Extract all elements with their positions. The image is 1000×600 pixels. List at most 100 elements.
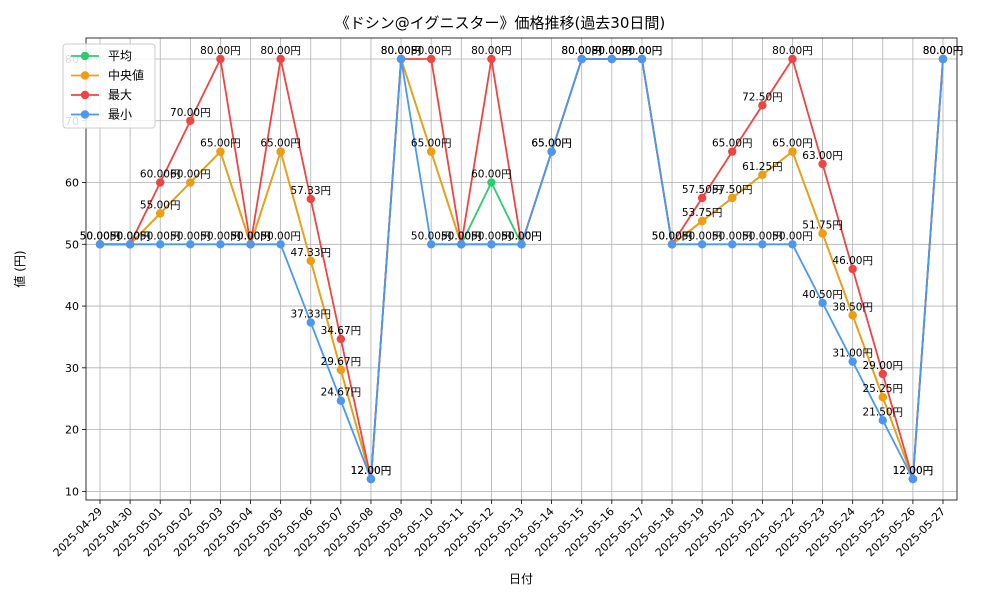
data-label: 50.00円 bbox=[682, 230, 723, 242]
data-point bbox=[697, 216, 707, 226]
data-point bbox=[125, 240, 135, 249]
data-point bbox=[306, 194, 315, 204]
data-label: 60.00円 bbox=[170, 169, 211, 181]
data-label: 50.00円 bbox=[110, 230, 151, 242]
data-point bbox=[246, 240, 255, 249]
data-label: 65.00円 bbox=[772, 138, 813, 150]
data-label: 50.00円 bbox=[110, 230, 151, 242]
data-point bbox=[818, 229, 827, 238]
data-label: 50.00円 bbox=[772, 230, 813, 242]
data-label: 65.00円 bbox=[260, 138, 301, 150]
data-point bbox=[788, 240, 797, 249]
data-label: 80.00円 bbox=[471, 45, 512, 57]
data-point bbox=[878, 392, 887, 402]
data-label: 46.00円 bbox=[832, 255, 873, 267]
data-label: 53.75円 bbox=[682, 207, 723, 219]
legend-marker bbox=[80, 110, 90, 119]
data-label: 80.00円 bbox=[381, 45, 422, 57]
data-label: 50.00円 bbox=[80, 230, 121, 242]
y-tick-label: 50 bbox=[65, 238, 79, 251]
data-label: 80.00円 bbox=[260, 45, 301, 57]
data-point bbox=[487, 240, 496, 249]
data-label: 80.00円 bbox=[622, 45, 663, 57]
data-point bbox=[607, 54, 617, 64]
data-label: 50.00円 bbox=[742, 230, 783, 242]
data-point bbox=[547, 147, 556, 156]
data-point bbox=[728, 147, 737, 156]
data-point bbox=[728, 240, 737, 249]
data-label: 47.33円 bbox=[290, 247, 331, 259]
data-point bbox=[848, 311, 857, 320]
data-label: 80.00円 bbox=[772, 45, 813, 57]
data-label: 50.00円 bbox=[652, 230, 693, 242]
data-label: 50.00円 bbox=[652, 230, 693, 242]
data-label: 50.00円 bbox=[230, 230, 271, 242]
data-point bbox=[878, 416, 887, 425]
legend-label: 中央値 bbox=[108, 68, 144, 83]
legend-marker bbox=[80, 90, 90, 100]
data-point bbox=[788, 54, 797, 64]
data-label: 80.00円 bbox=[923, 45, 964, 57]
data-label: 50.00円 bbox=[471, 230, 512, 242]
legend-label: 最大 bbox=[108, 88, 132, 102]
data-label: 21.50円 bbox=[863, 406, 904, 418]
data-label: 80.00円 bbox=[381, 45, 422, 57]
data-point bbox=[336, 334, 346, 344]
data-label: 51.75円 bbox=[802, 219, 843, 231]
data-point bbox=[818, 159, 827, 169]
data-point bbox=[577, 54, 586, 64]
data-point bbox=[908, 474, 918, 484]
data-label: 12.00円 bbox=[351, 465, 392, 477]
data-label: 80.00円 bbox=[411, 45, 452, 57]
data-label: 34.67円 bbox=[321, 325, 362, 337]
data-point bbox=[487, 178, 496, 187]
data-point bbox=[95, 240, 105, 249]
y-tick-label: 60 bbox=[65, 177, 79, 190]
data-point bbox=[336, 396, 346, 405]
data-label: 50.00円 bbox=[260, 230, 301, 242]
data-label: 12.00円 bbox=[893, 465, 934, 477]
data-label: 50.00円 bbox=[411, 230, 452, 242]
data-point bbox=[276, 54, 285, 64]
data-label: 61.25円 bbox=[742, 161, 783, 173]
legend-label: 最小 bbox=[108, 108, 132, 122]
data-point bbox=[216, 240, 225, 249]
data-point bbox=[457, 240, 466, 249]
data-label: 70.00円 bbox=[170, 107, 211, 119]
data-point bbox=[186, 240, 195, 249]
legend-box bbox=[62, 43, 156, 129]
data-point bbox=[426, 147, 436, 156]
data-point bbox=[758, 170, 767, 180]
legend-marker bbox=[80, 71, 90, 80]
data-label: 80.00円 bbox=[200, 45, 241, 57]
data-label: 65.00円 bbox=[411, 138, 452, 150]
data-label: 60.00円 bbox=[471, 169, 512, 181]
y-tick-label: 30 bbox=[65, 362, 79, 375]
data-label: 29.67円 bbox=[321, 356, 362, 368]
data-label: 80.00円 bbox=[923, 45, 964, 57]
data-label: 50.00円 bbox=[441, 230, 482, 242]
data-label: 63.00円 bbox=[802, 150, 843, 162]
data-label: 50.00円 bbox=[441, 230, 482, 242]
data-label: 25.25円 bbox=[863, 383, 904, 395]
data-point bbox=[156, 178, 165, 187]
data-point bbox=[276, 240, 285, 249]
data-point bbox=[186, 178, 195, 187]
data-label: 57.50円 bbox=[682, 184, 723, 196]
data-point bbox=[426, 240, 436, 249]
data-label: 80.00円 bbox=[592, 45, 633, 57]
data-label: 55.00円 bbox=[140, 199, 181, 211]
data-point bbox=[848, 264, 857, 274]
data-point bbox=[336, 365, 346, 375]
data-label: 50.00円 bbox=[230, 230, 271, 242]
x-axis-label: 日付 bbox=[509, 572, 533, 586]
data-label: 65.00円 bbox=[200, 138, 241, 150]
data-label: 57.33円 bbox=[290, 185, 331, 197]
y-tick-label: 40 bbox=[65, 300, 79, 313]
data-label: 80.00円 bbox=[592, 45, 633, 57]
data-point bbox=[818, 298, 827, 308]
chart-title: 《ドシン@イグニスター》価格推移(過去30日間) bbox=[335, 14, 666, 32]
y-tick-label: 10 bbox=[65, 485, 79, 498]
data-label: 57.50円 bbox=[712, 184, 753, 196]
data-point bbox=[878, 369, 887, 379]
